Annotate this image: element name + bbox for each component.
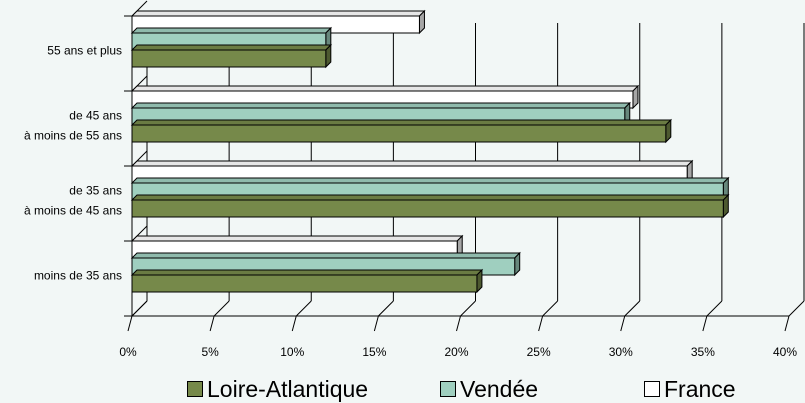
legend-item: Loire-Atlantique [187, 376, 368, 402]
bar-loire-atlantique [130, 43, 333, 69]
legend-item: France [644, 376, 736, 402]
bar-top [130, 44, 333, 51]
bar-top [130, 235, 464, 242]
bar-top [130, 252, 521, 259]
depth-line [542, 300, 558, 317]
bar-top [130, 177, 730, 184]
depth-line [460, 300, 476, 317]
bar-top [130, 85, 640, 92]
depth-line [788, 300, 805, 317]
x-tick-label: 20% [444, 345, 468, 359]
floor-line [702, 315, 708, 332]
y-category-label: à moins de 55 ans [24, 129, 122, 143]
floor-line [784, 315, 790, 332]
floor-line [291, 315, 297, 332]
depth-line [295, 300, 312, 317]
y-category-label: à moins de 45 ans [24, 204, 122, 218]
legend-swatch [440, 381, 456, 397]
y-category-label: 55 ans et plus [47, 44, 122, 58]
bar-front [131, 199, 724, 218]
x-tick-label: 0% [119, 345, 137, 359]
bar-front [131, 124, 667, 143]
y-depth-tick [131, 300, 148, 317]
depth-line [213, 300, 230, 317]
bar-top [130, 102, 631, 109]
bar-top [130, 27, 333, 34]
floor-line [373, 315, 379, 332]
legend-label: France [664, 375, 736, 402]
legend-item: Vendée [440, 376, 538, 402]
bars [130, 9, 730, 294]
bar-loire-atlantique [130, 193, 730, 219]
legend: Loire-Atlantique Vendée France [0, 376, 805, 402]
bar-front [131, 49, 327, 68]
x-tick-label: 30% [609, 345, 633, 359]
bar-front [131, 274, 478, 293]
x-tick-label: 40% [773, 345, 797, 359]
bar-top [130, 160, 694, 167]
x-tick-label: 5% [201, 345, 219, 359]
floor-line [209, 315, 215, 332]
bar-top [130, 10, 426, 17]
bar-top [130, 269, 484, 276]
y-category-label: de 45 ans [69, 109, 122, 123]
floor-line [456, 315, 461, 332]
x-tick-labels: 0% 5% 10% 15% 20% 25% 30% 35% 40% [119, 345, 797, 359]
depth-line [624, 300, 641, 317]
legend-swatch [187, 381, 203, 397]
legend-label: Vendée [460, 375, 539, 402]
depth-line [378, 300, 394, 317]
floor-line [127, 315, 133, 332]
bar-top [130, 194, 730, 201]
bar-chart: 0% 5% 10% 15% 20% 25% 30% 35% 40% moins de 35 an… [24, 0, 805, 359]
floor-line [538, 315, 544, 332]
x-tick-label: 35% [691, 345, 715, 359]
legend-swatch [644, 381, 660, 397]
x-tick-label: 10% [280, 345, 304, 359]
bar-loire-atlantique [130, 118, 673, 144]
depth-line [706, 300, 723, 317]
bar-loire-atlantique [130, 268, 484, 294]
floor-line [620, 315, 626, 332]
x-tick-label: 25% [527, 345, 551, 359]
x-tick-label: 15% [362, 345, 386, 359]
y-category-labels: moins de 35 ans de 35 ans à moins de 45 an… [24, 44, 122, 283]
y-category-label: moins de 35 ans [34, 269, 122, 283]
y-category-label: de 35 ans [69, 184, 122, 198]
bar-top [130, 119, 673, 126]
legend-label: Loire-Atlantique [207, 375, 369, 402]
